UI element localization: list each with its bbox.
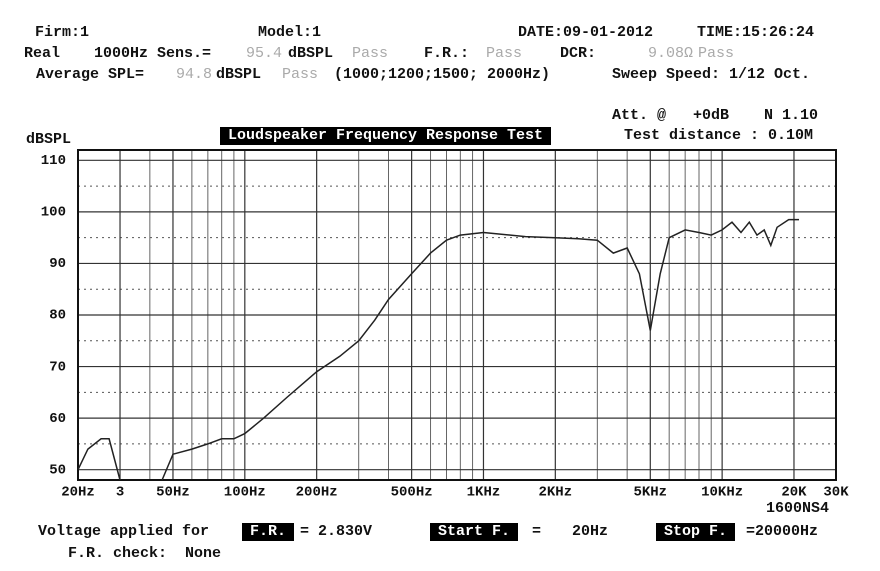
start-eq: =	[532, 523, 542, 540]
model: Model:1	[258, 24, 322, 41]
start-value: 20Hz	[572, 523, 609, 540]
x-tick-label: 20Hz	[61, 485, 95, 501]
fr-box: F.R.	[242, 523, 295, 541]
stop-value: =20000Hz	[746, 523, 819, 540]
voltage: = 2.830V	[300, 523, 373, 540]
start-box: Start F.	[430, 523, 519, 541]
dcr-result: Pass	[698, 45, 735, 62]
dcr-value: 9.08Ω	[648, 45, 694, 62]
x-tick-label: 10KHz	[701, 485, 743, 501]
x-tick-label: 50Hz	[156, 485, 190, 501]
voltage-label: Voltage applied for	[38, 523, 210, 540]
real: Real	[24, 45, 61, 62]
att: Att. @ +0dB	[612, 107, 730, 124]
stop-box: Stop F.	[656, 523, 736, 541]
avg-value: 94.8	[176, 66, 213, 83]
y-tick-label: 100	[41, 205, 66, 221]
avg-result: Pass	[282, 66, 319, 83]
y-tick-label: 70	[49, 359, 66, 375]
x-tick-label: 100Hz	[224, 485, 266, 501]
x-tick-label: 1KHz	[467, 485, 501, 501]
y-tick-label: 110	[41, 153, 66, 169]
fr-label: F.R.:	[424, 45, 470, 62]
x-tick-label: 2KHz	[539, 485, 573, 501]
sweep: Sweep Speed: 1/12 Oct.	[612, 66, 811, 83]
date: DATE:09-01-2012	[518, 24, 654, 41]
x-tick-label: 3	[116, 485, 124, 501]
fr-result: Pass	[486, 45, 523, 62]
distance: Test distance : 0.10M	[624, 127, 814, 144]
dcr-label: DCR:	[560, 45, 597, 62]
sens-unit: dBSPL	[288, 45, 334, 62]
firm: Firm:1	[35, 24, 90, 41]
sens-result: Pass	[352, 45, 389, 62]
response-curve	[77, 218, 799, 481]
x-tick-label: 500Hz	[391, 485, 433, 501]
avg-freqs: (1000;1200;1500; 2000Hz)	[334, 66, 551, 83]
y-tick-label: 80	[49, 308, 66, 324]
avg-unit: dBSPL	[216, 66, 262, 83]
y-tick-label: 90	[49, 256, 66, 272]
chart-title: Loudspeaker Frequency Response Test	[220, 127, 552, 145]
time: TIME:15:26:24	[697, 24, 815, 41]
avg-label: Average SPL=	[36, 66, 145, 83]
x-tick-label: 200Hz	[296, 485, 338, 501]
version: N 1.10	[764, 107, 819, 124]
plot-frame	[77, 149, 837, 481]
sens-value: 95.4	[246, 45, 283, 62]
fr-check: F.R. check: None	[68, 545, 222, 562]
y-tick-label: 60	[49, 411, 66, 427]
x-tick-label: 20K	[781, 485, 807, 501]
y-tick-label: 50	[49, 462, 66, 478]
y-axis-label: dBSPL	[26, 131, 72, 148]
x-tick-label: 30K	[823, 485, 849, 501]
x-tick-label: 5KHz	[633, 485, 667, 501]
sens-label: 1000Hz Sens.=	[94, 45, 212, 62]
model-code: 1600NS4	[766, 500, 830, 517]
